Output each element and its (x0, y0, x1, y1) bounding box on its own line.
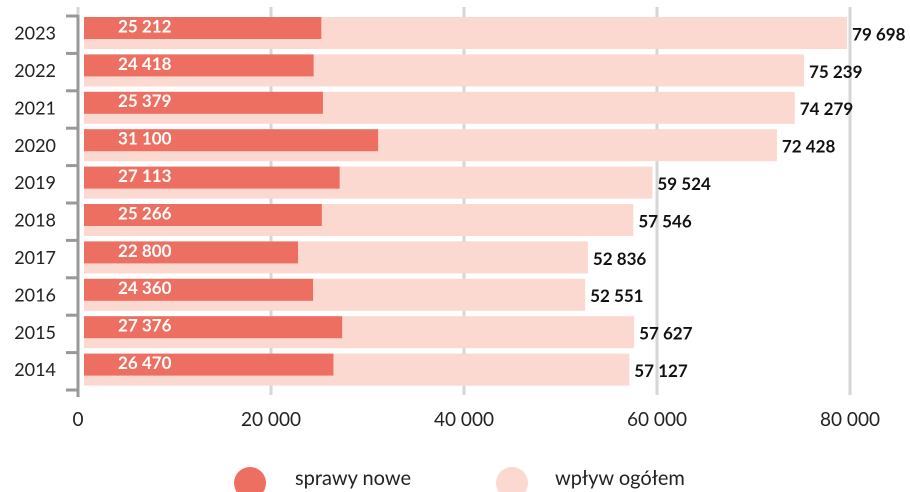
bar-new (84, 278, 314, 301)
bar-new (84, 353, 334, 376)
y-tick-label: 2018 (14, 209, 56, 231)
y-tick-label: 2014 (14, 358, 56, 380)
x-tick-label: 0 (72, 408, 83, 431)
y-tick-label: 2020 (14, 134, 56, 156)
y-tick-label: 2019 (14, 171, 56, 193)
x-tick-label: 60 000 (627, 408, 687, 431)
value-label: 74 279 (800, 98, 853, 119)
value-label: 52 836 (593, 248, 647, 269)
y-tick-label: 2023 (14, 22, 56, 44)
x-tick-label: 40 000 (434, 408, 494, 431)
value-label: 22 800 (118, 240, 172, 261)
value-label: 27 113 (118, 165, 172, 186)
value-label: 24 418 (118, 53, 172, 74)
bar-new (84, 91, 323, 114)
value-label: 57 627 (639, 323, 693, 344)
bar-new (84, 17, 322, 39)
bar-new (84, 204, 322, 226)
y-tick-label: 2017 (14, 246, 56, 268)
value-label: 25 212 (118, 15, 172, 36)
value-label: 24 360 (118, 277, 172, 298)
y-tick-label: 2021 (14, 96, 56, 118)
value-label: 52 551 (590, 285, 643, 306)
y-tick-label: 2015 (14, 321, 56, 343)
value-label: 57 127 (634, 360, 688, 381)
bar-new (84, 129, 379, 152)
y-tick-label: 2016 (14, 283, 56, 305)
bar-new (84, 241, 299, 264)
legend-label: wpływ ogółem (555, 466, 685, 490)
value-label: 59 524 (657, 173, 711, 194)
value-label: 27 376 (118, 315, 172, 336)
y-tick-label: 2022 (14, 59, 56, 81)
value-label: 25 266 (118, 202, 172, 223)
legend-swatch (496, 467, 528, 492)
bar-new (84, 166, 340, 189)
value-label: 31 100 (118, 128, 172, 149)
x-tick-label: 80 000 (820, 408, 880, 431)
value-label: 25 379 (118, 90, 171, 111)
value-label: 57 546 (638, 210, 692, 231)
x-tick-label: 20 000 (241, 408, 301, 431)
value-label: 26 470 (118, 352, 172, 373)
bar-new (84, 316, 343, 339)
bar-new (84, 54, 314, 77)
legend-swatch (234, 467, 266, 492)
legend-label: sprawy nowe (295, 466, 411, 490)
value-label: 79 698 (852, 23, 906, 44)
value-label: 75 239 (809, 61, 862, 82)
value-label: 72 428 (782, 136, 836, 157)
